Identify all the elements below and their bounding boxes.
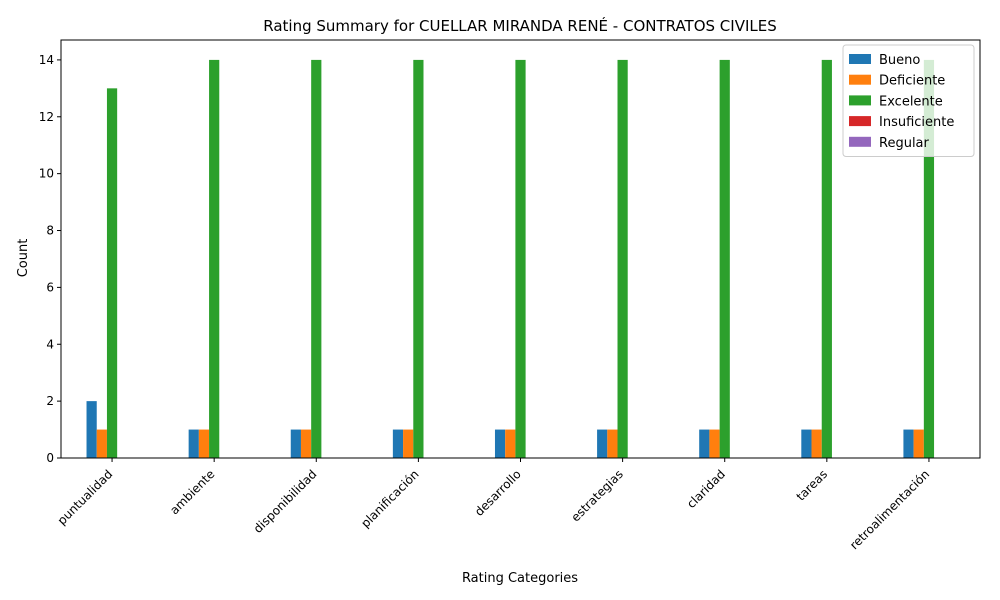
bar-deficiente [709,429,720,458]
bar-bueno [290,429,301,458]
bar-bueno [392,429,404,458]
legend-label: Insuficiente [879,115,954,130]
bar-excelente [719,59,730,459]
legend: Bueno Deficiente Excelente Insuficiente Regu… [842,44,975,157]
bar-excelente [106,88,118,458]
y-tick-label: 6 [46,280,54,294]
bar-deficiente [198,429,210,458]
bar-bueno [801,429,812,458]
bar-bueno [86,401,97,458]
legend-label: Deficiente [879,74,945,89]
bar-excelente [821,59,832,459]
bar-excelente [515,59,526,459]
legend-box [842,44,975,157]
plot-frame [60,39,981,459]
bar-excelente [617,59,628,459]
bar-deficiente [300,429,312,458]
y-axis: 0 2 4 6 8 10 12 14 [39,53,61,465]
bar-excelente [923,59,935,459]
bar-excelente [209,59,220,459]
legend-label: Excelente [879,94,943,109]
legend-label: Bueno [879,53,920,68]
bar-excelente [311,59,322,459]
y-tick-label: 4 [46,337,54,351]
bar-bueno [597,429,608,458]
legend-swatch [849,116,871,127]
legend-label: Regular [879,136,930,151]
y-tick-label: 0 [46,451,54,465]
legend-swatch [849,54,871,64]
bar-bueno [188,429,199,458]
bar-bueno [903,429,914,458]
bar-bueno [699,429,710,458]
legend-swatch [849,74,871,85]
y-tick-label: 8 [46,224,54,238]
bar-deficiente [811,429,822,458]
legend-swatch [849,136,871,147]
y-tick-label: 10 [39,167,54,181]
legend-swatch [849,95,871,106]
y-axis-title: Count [16,239,31,278]
x-axis-title: Rating Categories [462,571,578,586]
chart-title: Rating Summary for CUELLAR MIRANDA RENÉ … [263,16,777,35]
bar-deficiente [607,429,618,458]
bar-bueno [494,429,506,458]
bars [86,59,935,459]
bar-deficiente [403,429,414,458]
bar-deficiente [913,429,924,458]
bar-deficiente [505,429,516,458]
y-tick-label: 14 [39,53,54,67]
bar-deficiente [96,429,107,458]
y-tick-label: 12 [39,110,54,124]
y-tick-label: 2 [46,394,54,408]
bar-excelente [413,59,424,459]
